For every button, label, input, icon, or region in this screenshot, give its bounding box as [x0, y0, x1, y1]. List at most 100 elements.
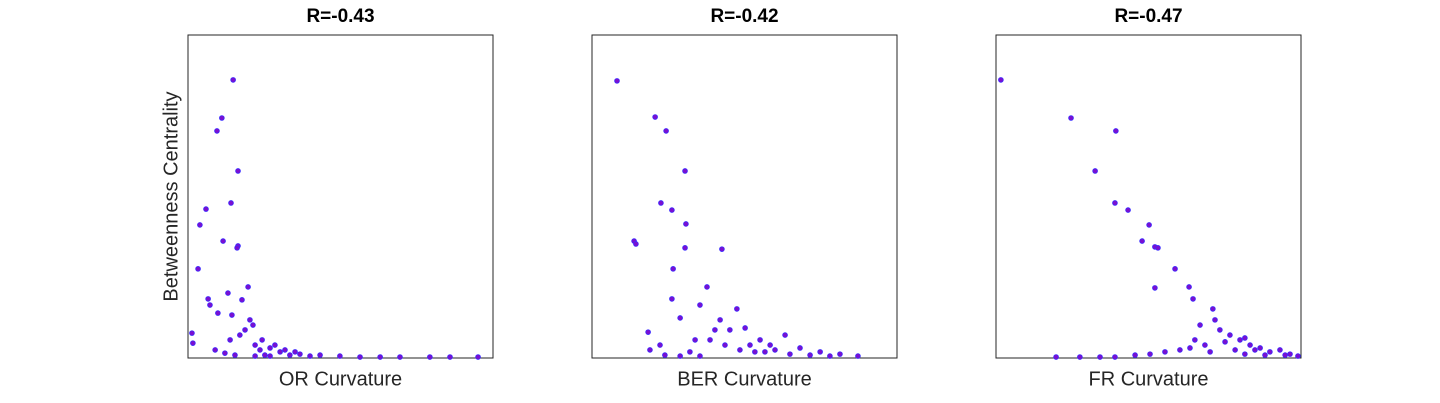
point	[1262, 352, 1268, 358]
point	[225, 290, 231, 296]
point	[267, 353, 273, 359]
point	[1186, 284, 1192, 290]
point	[195, 266, 201, 272]
point	[239, 297, 245, 303]
point	[197, 222, 203, 228]
point	[282, 347, 288, 353]
point	[762, 349, 768, 355]
point	[734, 306, 740, 312]
point	[475, 354, 481, 360]
point	[1232, 347, 1238, 353]
chart-title: R=-0.43	[306, 6, 374, 27]
point	[807, 352, 813, 358]
point	[772, 347, 778, 353]
point	[1177, 347, 1183, 353]
point	[614, 78, 620, 84]
point	[247, 317, 253, 323]
point	[272, 342, 278, 348]
chart-title: R=-0.47	[1114, 6, 1182, 27]
axes-box	[187, 34, 494, 359]
point	[652, 114, 658, 120]
point	[827, 353, 833, 359]
point	[998, 77, 1004, 83]
point	[645, 329, 651, 335]
point	[707, 337, 713, 343]
point	[377, 354, 383, 360]
point	[1112, 200, 1118, 206]
point	[259, 337, 265, 343]
point	[292, 349, 298, 355]
point	[1242, 351, 1248, 357]
point	[682, 168, 688, 174]
point	[287, 352, 293, 358]
point	[1277, 347, 1283, 353]
point	[1077, 354, 1083, 360]
point	[817, 349, 823, 355]
point	[1139, 238, 1145, 244]
point	[1125, 207, 1131, 213]
point	[357, 354, 363, 360]
point	[245, 284, 251, 290]
point	[712, 327, 718, 333]
point	[1282, 352, 1288, 358]
point	[687, 349, 693, 355]
x-axis-label: BER Curvature	[677, 368, 812, 390]
point	[1152, 285, 1158, 291]
point	[317, 352, 323, 358]
point	[215, 310, 221, 316]
point	[207, 302, 213, 308]
point	[1068, 115, 1074, 121]
x-axis-label: FR Curvature	[1088, 368, 1208, 390]
point	[1113, 128, 1119, 134]
axes-box	[591, 34, 898, 359]
point	[1155, 245, 1161, 251]
x-axis-label: OR Curvature	[279, 368, 402, 390]
point	[663, 128, 669, 134]
point	[662, 352, 668, 358]
point	[719, 246, 725, 252]
point	[742, 325, 748, 331]
point	[1097, 354, 1103, 360]
point	[212, 347, 218, 353]
point	[1192, 337, 1198, 343]
point	[219, 115, 225, 121]
point	[1212, 317, 1218, 323]
point	[242, 327, 248, 333]
point	[647, 347, 653, 353]
point	[262, 352, 268, 358]
point	[670, 266, 676, 272]
point	[1112, 354, 1118, 360]
point	[190, 340, 196, 346]
point	[257, 347, 263, 353]
point	[1252, 347, 1258, 353]
point	[752, 349, 758, 355]
point	[747, 342, 753, 348]
point	[697, 302, 703, 308]
point	[677, 353, 683, 359]
point	[722, 342, 728, 348]
point	[227, 337, 233, 343]
point	[214, 128, 220, 134]
point	[1242, 335, 1248, 341]
point	[1217, 327, 1223, 333]
point	[682, 245, 688, 251]
point	[797, 345, 803, 351]
point	[1202, 342, 1208, 348]
point	[222, 350, 228, 356]
chart-title: R=-0.42	[710, 6, 778, 27]
point	[189, 330, 195, 336]
point	[692, 337, 698, 343]
point	[1132, 352, 1138, 358]
point	[1147, 351, 1153, 357]
point	[669, 296, 675, 302]
axes-box	[995, 34, 1302, 359]
point	[1207, 349, 1213, 355]
point	[1092, 168, 1098, 174]
point	[1287, 351, 1293, 357]
point	[717, 317, 723, 323]
point	[633, 241, 639, 247]
point	[1190, 296, 1196, 302]
point	[677, 315, 683, 321]
